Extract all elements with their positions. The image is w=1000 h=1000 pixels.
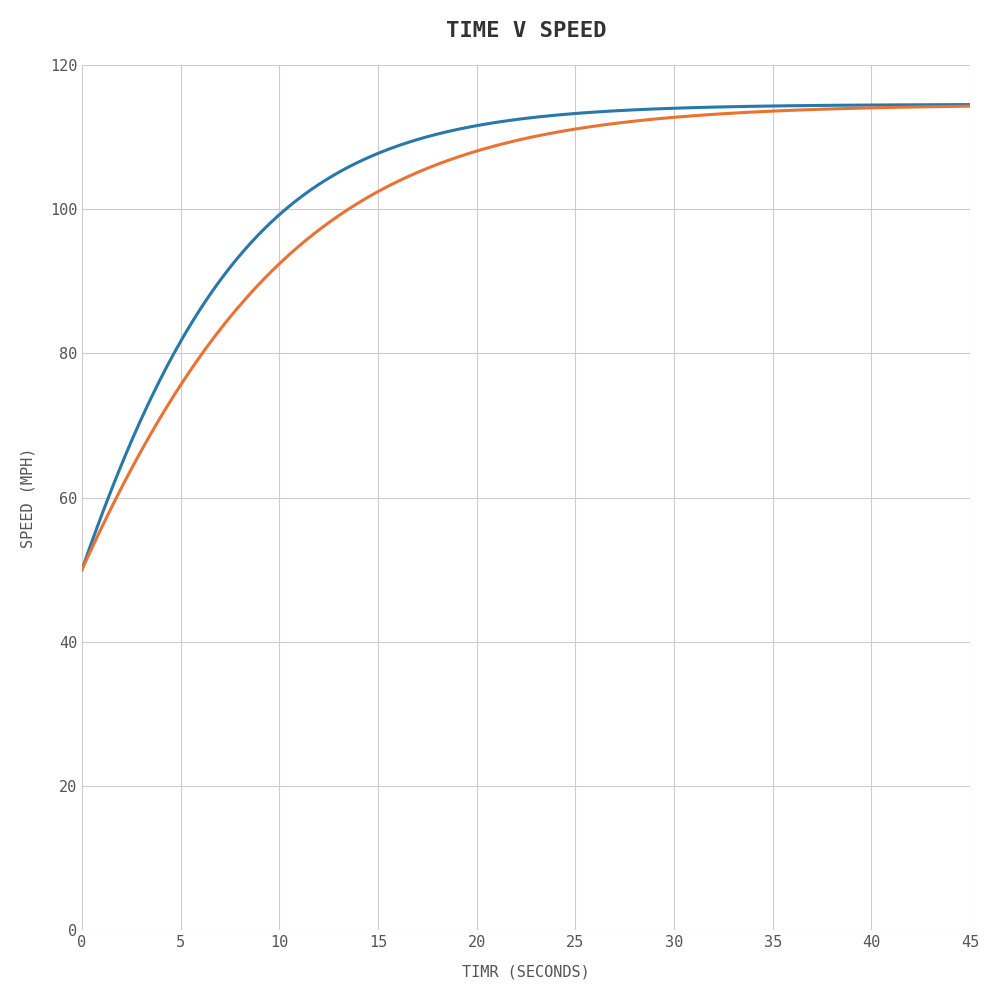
Title: TIME V SPEED: TIME V SPEED: [446, 21, 606, 41]
Y-axis label: SPEED (MPH): SPEED (MPH): [21, 447, 36, 548]
X-axis label: TIMR (SECONDS): TIMR (SECONDS): [462, 964, 590, 979]
